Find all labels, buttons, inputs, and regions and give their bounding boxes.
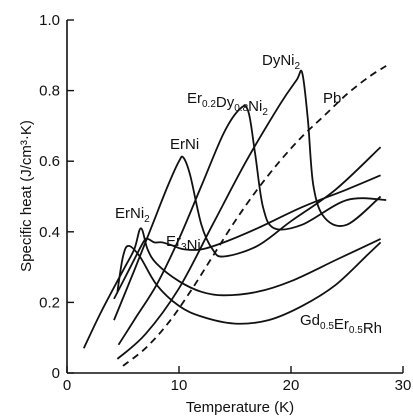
series-label: Gd0.5Er0.5Rh xyxy=(300,312,382,337)
x-ticks: 0 10 20 30 xyxy=(63,366,412,394)
series-line xyxy=(116,69,382,360)
series-label: ErNi2 xyxy=(115,205,150,225)
x-tick-label: 10 xyxy=(171,377,188,394)
y-tick-label: 1.0 xyxy=(39,12,60,29)
x-tick-label: 20 xyxy=(283,377,300,394)
series-line xyxy=(116,241,382,325)
plot-frame xyxy=(66,20,403,374)
series-label: Er3Ni xyxy=(166,233,201,254)
y-tick-label: 0.2 xyxy=(39,294,60,311)
y-tick-label: 0.8 xyxy=(39,83,60,100)
y-axis-title: Specific heat (J/cm³·K) xyxy=(18,120,35,272)
series-label: Er0.2Dy0.8Ni2 xyxy=(187,90,268,118)
series-label: DyNi2 xyxy=(262,52,301,72)
y-tick-label: 0 xyxy=(52,365,60,382)
x-tick-label: 30 xyxy=(395,377,412,394)
y-tick-label: 0.6 xyxy=(39,153,60,170)
series-line xyxy=(117,104,387,346)
y-ticks: 0 0.2 0.4 0.6 0.8 1.0 xyxy=(39,12,74,382)
x-axis-title: Temperature (K) xyxy=(186,399,294,416)
series-line xyxy=(122,65,387,367)
series-line xyxy=(113,174,381,300)
x-tick-label: 0 xyxy=(63,377,71,394)
y-tick-label: 0.4 xyxy=(39,224,60,241)
series-group xyxy=(82,65,387,367)
series-label: Pb xyxy=(323,90,341,107)
series-label: ErNi xyxy=(170,136,199,153)
series-labels: ErNi2 Er3Ni ErNi Er0.2Dy0.8Ni2 DyNi2 Pb Gd0.5E… xyxy=(115,52,382,337)
series-line xyxy=(82,227,381,349)
